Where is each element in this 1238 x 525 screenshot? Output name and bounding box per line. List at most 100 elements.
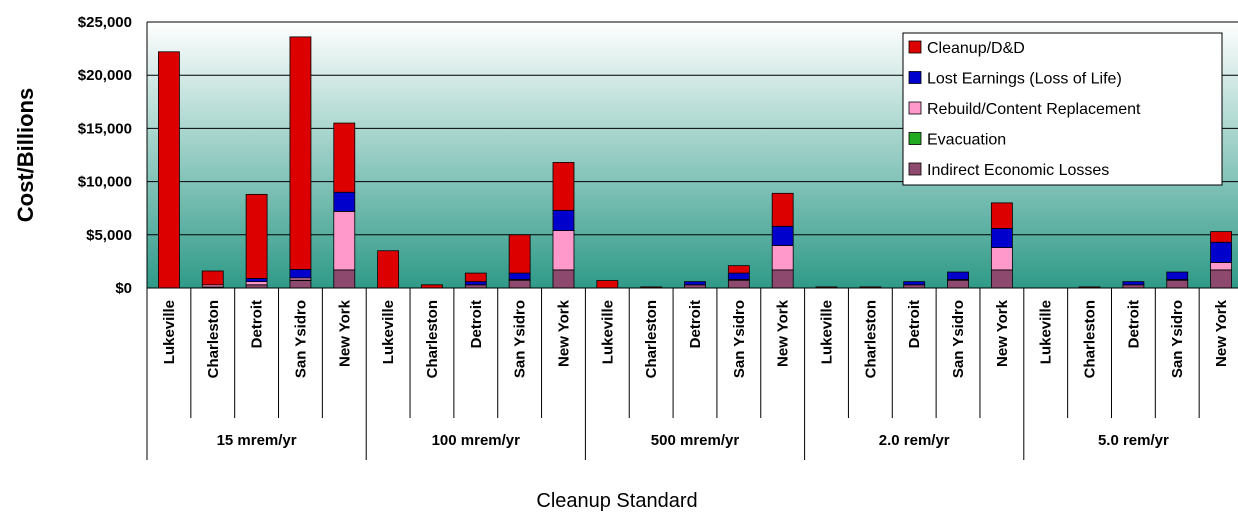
bar-segment xyxy=(245,278,268,283)
legend-label: Rebuild/Content Replacement xyxy=(927,101,1141,118)
y-tick-label: $15,000 xyxy=(78,120,132,137)
group-label: 500 mrem/yr xyxy=(651,432,740,449)
bar-segment xyxy=(464,281,487,286)
bar-segment xyxy=(1122,281,1145,286)
legend-swatch xyxy=(908,71,922,84)
x-axis-title: Cleanup Standard xyxy=(536,490,697,512)
bar-segment xyxy=(552,269,575,289)
bar-segment xyxy=(552,230,575,271)
bar-segment xyxy=(245,281,268,286)
category-label: Charleston xyxy=(1082,300,1099,378)
category-label: New York xyxy=(994,299,1011,367)
bar-segment xyxy=(727,280,750,289)
bar-segment xyxy=(727,265,750,274)
legend-box xyxy=(902,32,1223,186)
y-tick-label: $5,000 xyxy=(86,227,132,244)
bar-segment xyxy=(771,225,794,246)
category-label: Detroit xyxy=(1125,300,1142,348)
bar-segment xyxy=(289,36,312,270)
y-tick-labels: $0 $5,000 $10,000 $15,000 $20,000 $25,000 xyxy=(78,14,132,297)
bar-segment xyxy=(1166,271,1189,280)
legend-label: Evacuation xyxy=(927,132,1006,149)
category-labels: Lukeville Charleston Detroit San Ysidro New … xyxy=(146,288,1230,460)
y-tick-label: $25,000 xyxy=(78,14,132,31)
bar-segment xyxy=(771,245,794,271)
category-label: Detroit xyxy=(906,300,923,348)
bar-segment xyxy=(1210,262,1232,271)
bar-segment xyxy=(333,210,356,271)
bar-segment xyxy=(289,268,312,279)
bar-segment xyxy=(201,270,224,286)
bar-segment xyxy=(1210,269,1232,289)
y-tick-label: $0 xyxy=(115,280,132,297)
group-label: 100 mrem/yr xyxy=(432,432,521,449)
legend-label: Indirect Economic Losses xyxy=(927,162,1109,179)
legend-label: Cleanup/D&D xyxy=(927,40,1025,57)
bar-segment xyxy=(333,269,356,289)
bar-segment xyxy=(990,202,1013,229)
bar-segment xyxy=(947,280,969,289)
bar-segment xyxy=(1166,280,1189,289)
category-label: New York xyxy=(336,299,353,367)
category-label: New York xyxy=(1213,299,1230,367)
category-label: Lukeville xyxy=(1038,300,1055,364)
category-label: Charleston xyxy=(205,300,222,378)
y-tick-label: $10,000 xyxy=(78,174,132,191)
bar-segment xyxy=(1210,241,1232,263)
category-label: New York xyxy=(555,299,572,367)
category-label: Charleston xyxy=(643,300,660,378)
bar-segment xyxy=(245,193,268,279)
category-label: Lukeville xyxy=(161,300,178,364)
y-axis-title: Cost/Billions xyxy=(13,88,38,222)
legend-swatch xyxy=(908,101,922,115)
category-label: Lukeville xyxy=(819,300,836,364)
category-label: Detroit xyxy=(687,300,704,348)
group-label: 5.0 rem/yr xyxy=(1098,432,1169,449)
legend-label: Lost Earnings (Loss of Life) xyxy=(927,71,1122,88)
category-label: Lukeville xyxy=(380,300,397,364)
bar-segment xyxy=(552,209,575,231)
bar-segment xyxy=(1210,231,1232,243)
legend: Cleanup/D&D Lost Earnings (Loss of Life) R… xyxy=(902,32,1223,186)
bar-segment xyxy=(158,51,180,289)
bar-segment xyxy=(333,122,356,193)
legend-swatch xyxy=(908,162,922,176)
legend-swatch xyxy=(908,40,922,54)
bar-segment xyxy=(990,228,1013,248)
bars xyxy=(158,36,1232,289)
bar-segment xyxy=(990,269,1013,289)
group-label: 15 mrem/yr xyxy=(217,432,297,449)
y-tick-label: $20,000 xyxy=(78,67,132,84)
axes xyxy=(146,22,1238,289)
category-label: Charleston xyxy=(862,300,879,378)
bar-segment xyxy=(727,272,750,280)
category-label: San Ysidro xyxy=(292,300,309,378)
category-label: Charleston xyxy=(424,300,441,378)
category-label: San Ysidro xyxy=(512,300,529,378)
group-label: 2.0 rem/yr xyxy=(879,432,950,449)
legend-swatch xyxy=(908,132,922,145)
bar-segment xyxy=(903,281,926,286)
bar-segment xyxy=(508,280,531,289)
bar-segment xyxy=(333,191,356,212)
bar-segment xyxy=(947,271,969,280)
bar-segment xyxy=(684,281,706,286)
category-label: San Ysidro xyxy=(731,300,748,378)
bar-segment xyxy=(990,247,1013,271)
category-label: Detroit xyxy=(468,300,485,348)
bar-segment xyxy=(289,280,312,289)
bar-segment xyxy=(771,269,794,289)
category-label: San Ysidro xyxy=(950,300,967,378)
bar-segment xyxy=(552,162,575,211)
category-label: Lukeville xyxy=(599,300,616,364)
bar-segment xyxy=(464,272,487,283)
category-label: New York xyxy=(775,299,792,367)
bar-segment xyxy=(377,250,400,289)
group-labels: 15 mrem/yr 100 mrem/yr 500 mrem/yr 2.0 rem/… xyxy=(217,432,1169,449)
bar-segment xyxy=(771,192,794,227)
bar-segment xyxy=(596,280,619,289)
bar-segment xyxy=(508,234,531,274)
category-label: Detroit xyxy=(249,300,266,348)
